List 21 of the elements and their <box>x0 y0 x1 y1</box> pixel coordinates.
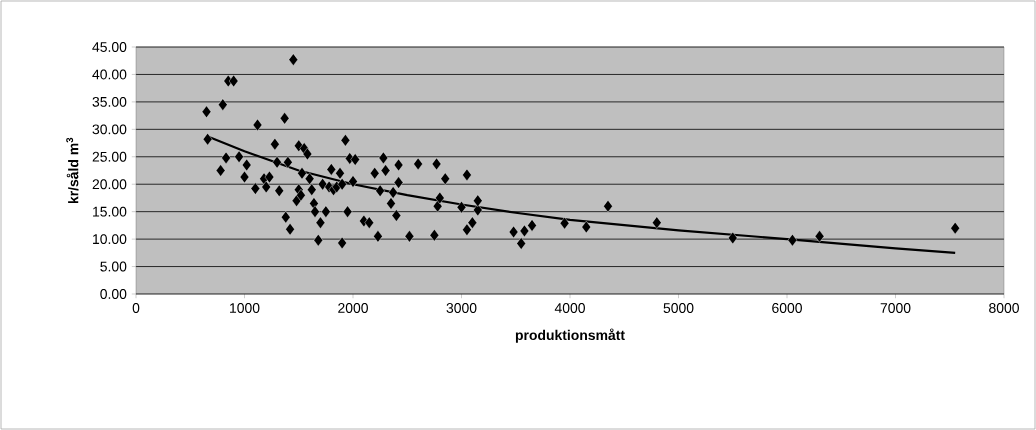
x-tick-label: 1000 <box>230 303 260 313</box>
y-tick-label: 0.00 <box>100 289 127 299</box>
x-tick-label: 0 <box>132 303 140 313</box>
x-tick-label: 2000 <box>338 303 368 313</box>
y-tick-label: 25.00 <box>92 151 127 162</box>
y-tick-label: 20.00 <box>92 179 127 190</box>
x-tick-label: 3000 <box>446 303 477 313</box>
y-tick-label: 10.00 <box>93 234 127 245</box>
y-tick-label: 15.00 <box>93 206 127 217</box>
y-tick-label: 30.00 <box>92 124 127 135</box>
x-tick-label: 4000 <box>554 303 585 313</box>
x-tick-label: 6000 <box>772 303 802 313</box>
y-tick-label: 35.00 <box>92 96 127 107</box>
y-tick-label: 40.00 <box>92 69 127 80</box>
x-axis-title: produktionsmått <box>515 328 625 343</box>
x-tick-label: 5000 <box>663 303 694 313</box>
x-tick-label: 7000 <box>880 303 911 313</box>
y-tick-label: 45.00 <box>92 42 127 52</box>
x-tick-label: 8000 <box>989 303 1019 313</box>
y-axis-title: kr/såld m$^{3}$ <box>66 137 79 204</box>
y-tick-label: 5.00 <box>100 261 127 272</box>
